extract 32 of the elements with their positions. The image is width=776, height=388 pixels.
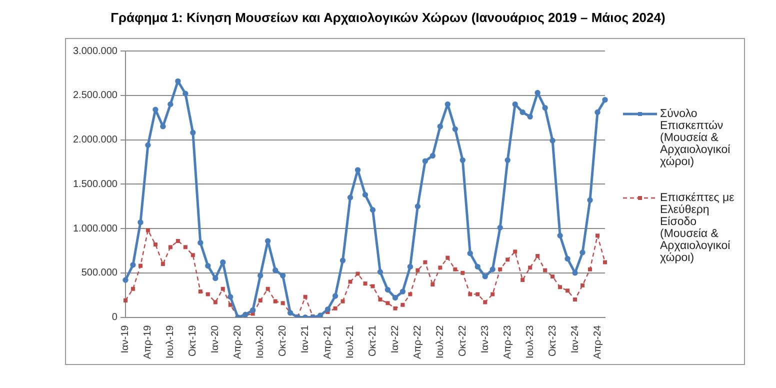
x-tick-label: Ιουλ-23 — [524, 324, 536, 359]
y-tick-label: 2.000.000 — [72, 134, 118, 146]
y-tick-label: 1.000.000 — [72, 223, 118, 234]
x-tick-label: Απρ-22 — [412, 324, 424, 360]
x-tick-label: Ιαν-22 — [390, 324, 401, 354]
x-tick-label: Ιαν-23 — [480, 324, 491, 354]
x-tick-label: Οκτ-23 — [547, 324, 558, 356]
legend-label: Σύνολο Επισκεπτών (Μουσεία & Αρχαιολογικοί χώροι) — [660, 108, 732, 168]
x-tick-label: Ιαν-21 — [300, 324, 312, 354]
x-tick-label: Οκτ-22 — [457, 324, 468, 356]
y-tick-label: 2.500.000 — [72, 90, 118, 102]
x-tick-label: Απρ-20 — [232, 324, 244, 360]
x-tick-label: Ιουλ-19 — [165, 324, 176, 359]
x-tick-label: Απρ-21 — [322, 324, 334, 360]
y-tick-label: 1.500.000 — [72, 178, 118, 190]
legend-label: Επισκέπτες με Ελεύθερη Είσοδο (Μουσεία & Αρχαιολογικοί χώροι) — [660, 192, 736, 264]
x-tick-label: Ιουλ-20 — [255, 324, 266, 359]
x-tick-label: Απρ-19 — [142, 324, 154, 360]
y-tick-label: 3.000.000 — [72, 46, 118, 57]
x-tick-label: Ιουλ-22 — [434, 324, 446, 359]
x-tick-label: Απρ-23 — [502, 324, 514, 360]
x-tick-label: Απρ-24 — [592, 324, 604, 360]
x-tick-label: Οκτ-21 — [367, 324, 378, 356]
chart-title: Γράφημα 1: Κίνηση Μουσείων και Αρχαιολογικών Χώρων (Ιανουάριος 2019 – Μάιος 2024) — [110, 10, 666, 25]
x-tick-label: Οκτ-19 — [188, 324, 199, 356]
x-tick-label: Ιαν-24 — [570, 324, 581, 354]
x-tick-label: Ιαν-20 — [210, 324, 222, 354]
x-tick-label: Ιουλ-21 — [345, 324, 356, 359]
y-tick-label: 0 — [112, 312, 118, 324]
x-tick-label: Ιαν-19 — [120, 324, 132, 354]
y-tick-label: 500.000 — [81, 268, 118, 279]
x-tick-label: Οκτ-20 — [278, 324, 289, 356]
